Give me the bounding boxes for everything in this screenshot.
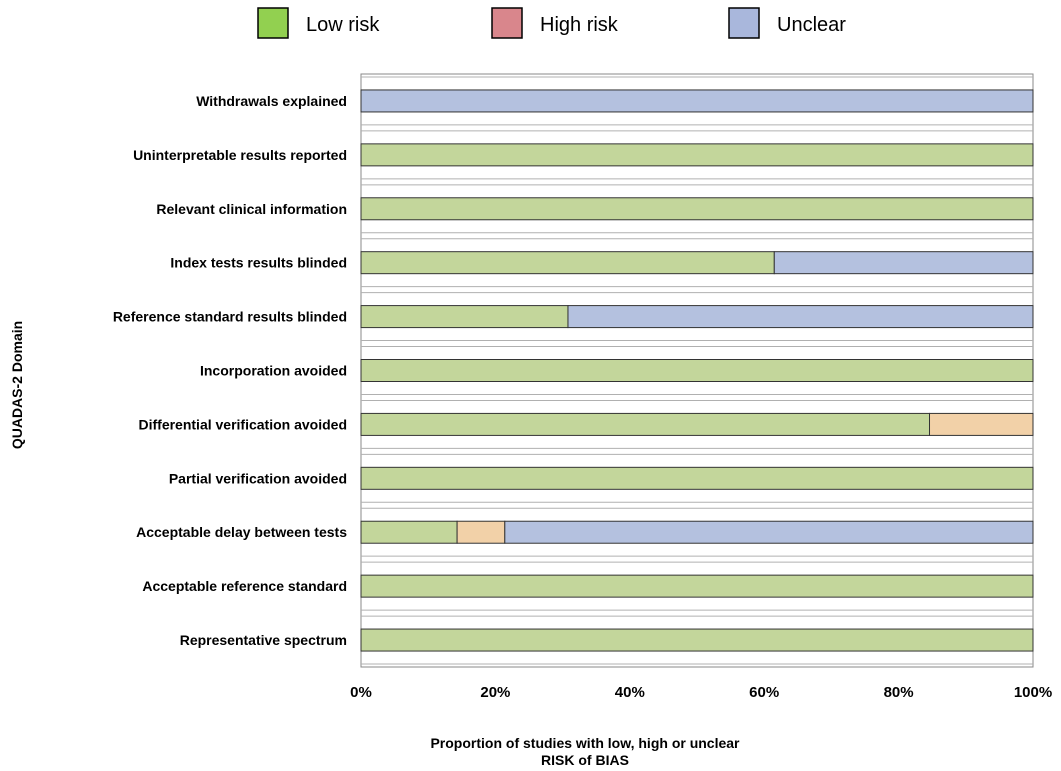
legend-label-1: High risk [540, 14, 619, 36]
category-label-3: Index tests results blinded [170, 255, 347, 271]
x-tick-2: 40% [615, 684, 645, 701]
category-label-4: Reference standard results blinded [113, 309, 347, 325]
legend-swatch-2 [728, 7, 760, 39]
legend-swatch-0 [257, 7, 289, 39]
x-axis-label-line1: Proportion of studies with low, high or … [430, 735, 740, 751]
x-tick-5: 100% [1014, 684, 1052, 701]
bar-8-1 [456, 520, 506, 544]
bar-1-0 [360, 143, 1034, 167]
legend-label-0: Low risk [306, 14, 380, 36]
category-label-10: Representative spectrum [180, 632, 347, 648]
bar-6-0 [360, 412, 931, 436]
category-label-2: Relevant clinical information [156, 201, 347, 217]
bar-4-2 [567, 305, 1034, 329]
bar-3-2 [773, 251, 1034, 275]
bar-7-0 [360, 466, 1034, 490]
y-axis-label: QUADAS-2 Domain [9, 321, 25, 449]
category-label-0: Withdrawals explained [196, 93, 347, 109]
category-label-1: Uninterpretable results reported [133, 147, 347, 163]
bar-8-2 [504, 520, 1034, 544]
x-tick-4: 80% [884, 684, 914, 701]
category-label-5: Incorporation avoided [200, 363, 347, 379]
legend-label-2: Unclear [777, 14, 846, 36]
x-tick-1: 20% [480, 684, 510, 701]
bar-8-0 [360, 520, 458, 544]
category-label-9: Acceptable reference standard [142, 578, 347, 594]
category-labels: Withdrawals explained Uninterpretable res… [113, 93, 347, 648]
x-axis-label-line2: RISK of BIAS [541, 752, 629, 768]
bar-5-0 [360, 359, 1034, 382]
legend-swatch-1 [491, 7, 523, 39]
bar-6-1 [929, 412, 1034, 436]
bar-10-0 [360, 628, 1034, 652]
category-label-8: Acceptable delay between tests [136, 524, 347, 540]
x-tick-3: 60% [749, 684, 779, 701]
bar-2-0 [360, 197, 1034, 221]
bar-4-0 [360, 305, 569, 329]
gridlines [361, 76, 1033, 665]
bar-0-2 [360, 89, 1034, 113]
x-tick-0: 0% [350, 684, 372, 701]
x-tick-labels: 0% 20% 40% 60% 80% 100% [350, 684, 1052, 701]
category-label-7: Partial verification avoided [169, 470, 347, 486]
legend: Low risk High risk Unclear [257, 7, 846, 39]
bar-9-0 [360, 574, 1034, 598]
category-label-6: Differential verification avoided [139, 416, 348, 432]
bars [360, 89, 1034, 652]
bar-3-0 [360, 251, 775, 275]
